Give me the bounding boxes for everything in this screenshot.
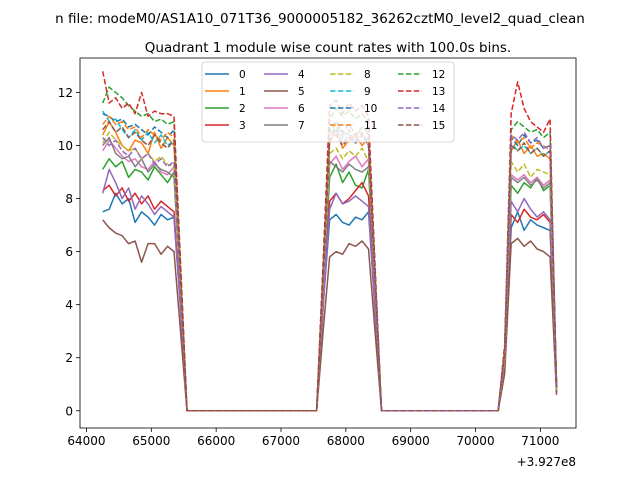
legend-label-11: 11 bbox=[364, 120, 377, 132]
x-tick-label: 66000 bbox=[197, 434, 235, 448]
legend-label-14: 14 bbox=[432, 103, 446, 115]
y-tick-label: 8 bbox=[65, 192, 73, 206]
y-axis: 0 2 4 6 8 10 12 bbox=[58, 86, 80, 418]
legend-label-3: 3 bbox=[239, 120, 246, 132]
legend-label-8: 8 bbox=[364, 69, 371, 81]
y-tick-label: 0 bbox=[65, 404, 73, 418]
legend-label-10: 10 bbox=[364, 103, 377, 115]
y-tick-label: 6 bbox=[65, 245, 73, 259]
x-tick-label: 71000 bbox=[521, 434, 559, 448]
legend-label-9: 9 bbox=[364, 86, 371, 98]
legend-label-12: 12 bbox=[432, 69, 445, 81]
x-tick-label: 68000 bbox=[327, 434, 365, 448]
legend-label-0: 0 bbox=[239, 69, 246, 81]
x-tick-label: 67000 bbox=[262, 434, 300, 448]
legend-label-6: 6 bbox=[298, 103, 305, 115]
legend-label-4: 4 bbox=[298, 69, 305, 81]
x-tick-label: 64000 bbox=[67, 434, 105, 448]
x-tick-label: 69000 bbox=[392, 434, 430, 448]
chart-title: Quadrant 1 module wise count rates with … bbox=[145, 40, 511, 56]
x-axis: 64000 65000 66000 67000 68000 69000 70000 71000 bbox=[67, 428, 559, 448]
x-tick-label: 70000 bbox=[456, 434, 494, 448]
y-tick-label: 4 bbox=[65, 298, 73, 312]
axes-frame bbox=[79, 57, 577, 429]
y-tick-label: 2 bbox=[65, 351, 73, 365]
legend-label-7: 7 bbox=[298, 120, 305, 132]
figure-suptitle: n file: modeM0/AS1A10_071T36_9000005182_… bbox=[55, 11, 585, 27]
y-tick-label: 10 bbox=[58, 139, 73, 153]
legend-label-1: 1 bbox=[239, 86, 246, 98]
x-tick-label: 65000 bbox=[132, 434, 170, 448]
legend-label-15: 15 bbox=[432, 120, 445, 132]
legend-label-2: 2 bbox=[239, 103, 246, 115]
legend-frame bbox=[201, 61, 455, 143]
x-offset-label: +3.927e8 bbox=[517, 455, 576, 469]
legend-label-13: 13 bbox=[432, 86, 445, 98]
y-tick-label: 12 bbox=[58, 86, 73, 100]
legend-label-5: 5 bbox=[298, 86, 305, 98]
